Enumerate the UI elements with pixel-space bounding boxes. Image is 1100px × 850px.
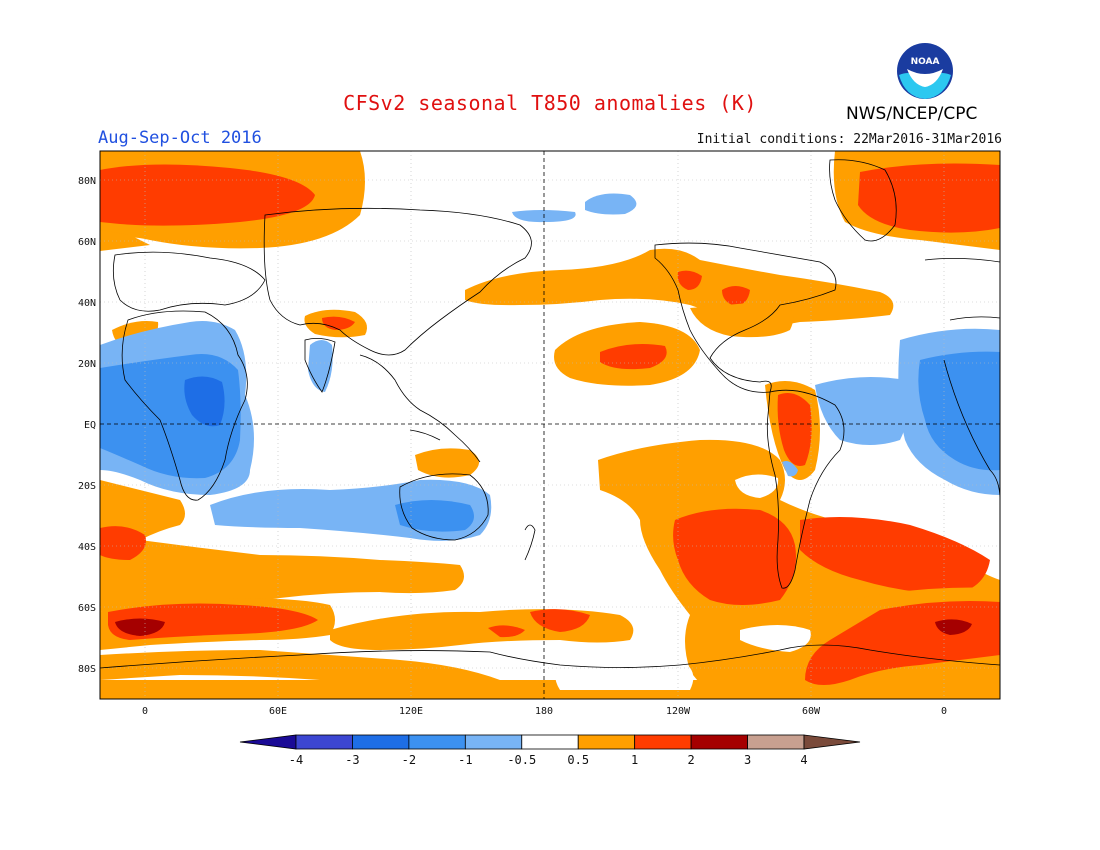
logo-bird xyxy=(907,69,943,87)
white-gap xyxy=(735,474,779,498)
white-gap xyxy=(740,625,811,652)
cool-region xyxy=(815,376,909,445)
initial-conditions: Initial conditions: 22Mar2016-31Mar2016 xyxy=(696,132,1002,147)
cool-region xyxy=(585,193,637,215)
white-gap xyxy=(555,654,694,690)
strong-warm-region xyxy=(673,508,796,605)
strong-warm-region xyxy=(322,316,355,330)
grid-lines xyxy=(100,151,1000,699)
colorbar-segment xyxy=(803,734,861,750)
coast-greenland xyxy=(829,159,897,242)
lat-label: EQ xyxy=(84,420,96,431)
warm-region xyxy=(100,230,150,251)
lat-label: 20S xyxy=(78,481,96,492)
forecast-period: Aug-Sep-Oct 2016 xyxy=(98,128,262,148)
cool-medium-region xyxy=(395,500,474,532)
lon-label: 60E xyxy=(269,706,287,717)
coast-europe xyxy=(112,251,1000,312)
latitude-axis: 80N 60N 40N 20N EQ 20S 40S 60S 80S xyxy=(78,176,96,675)
colorbar-segment xyxy=(408,734,466,750)
coast-africa xyxy=(121,310,248,501)
coast-asia xyxy=(263,207,532,356)
strong-warm-region xyxy=(722,286,750,306)
lon-label: 60W xyxy=(802,706,821,717)
strong-warm-region xyxy=(677,270,702,290)
lon-label: 0 xyxy=(941,706,947,717)
coast-southeast-asia xyxy=(359,354,481,463)
logo-text: NOAA xyxy=(911,57,940,67)
lat-label: 40S xyxy=(78,542,96,553)
colorbar-label: -1 xyxy=(458,753,472,767)
lon-label: 120E xyxy=(399,706,423,717)
cool-strong-region xyxy=(184,376,225,427)
strong-warm-region xyxy=(100,164,315,226)
lat-label: 60S xyxy=(78,603,96,614)
colorbar-label: -4 xyxy=(289,753,303,767)
coast-antarctica xyxy=(100,644,1000,669)
colorbar-label: 4 xyxy=(800,753,807,767)
coast-north-america xyxy=(654,242,837,393)
coast-australia xyxy=(399,473,489,541)
warm-region xyxy=(100,480,464,612)
lat-label: 40N xyxy=(78,298,96,309)
strong-warm-region xyxy=(108,603,318,640)
map-title: CFSv2 seasonal T850 anomalies (K) xyxy=(343,91,757,115)
lon-label: 180 xyxy=(535,706,553,717)
longitude-axis: 0 60E 120E 180 120W 60W 0 xyxy=(142,706,947,717)
map-frame xyxy=(99,150,1001,700)
coastlines xyxy=(100,159,1000,669)
reference-lines xyxy=(100,151,1000,699)
colorbar-label: 3 xyxy=(744,753,751,767)
lat-label: 20N xyxy=(78,359,96,370)
lon-label: 120W xyxy=(666,706,691,717)
colorbar-segment xyxy=(577,734,636,750)
coast-india xyxy=(304,338,336,393)
cool-region xyxy=(782,461,798,477)
colorbar-label: 0.5 xyxy=(567,753,589,767)
lon-label: 0 xyxy=(142,706,148,717)
colorbar: -4 -3 -2 -1 -0.5 0.5 1 2 3 4 xyxy=(239,734,861,767)
colorbar-segment xyxy=(634,734,692,750)
strong-warm-region xyxy=(530,609,590,632)
lat-label: 80N xyxy=(78,176,96,187)
warm-region xyxy=(100,680,1000,699)
coast-new-zealand xyxy=(524,524,536,561)
cool-medium-region xyxy=(918,351,1000,471)
colorbar-segment xyxy=(295,734,353,750)
colorbar-label: 2 xyxy=(687,753,694,767)
colorbar-label: -3 xyxy=(345,753,359,767)
colorbar-segment xyxy=(464,734,523,750)
colorbar-label: -2 xyxy=(402,753,416,767)
noaa-logo: NOAA xyxy=(897,43,953,99)
strong-warm-region xyxy=(488,625,525,638)
colorbar-segment xyxy=(747,734,805,750)
strong-warm-region xyxy=(858,163,1000,233)
strong-warm-region xyxy=(777,392,812,466)
colorbar-segment xyxy=(521,734,579,750)
lat-label: 60N xyxy=(78,237,96,248)
warm-region xyxy=(415,448,479,478)
coast-africa-east xyxy=(943,316,1000,501)
anomaly-fields xyxy=(100,151,1000,699)
agency-label: NWS/NCEP/CPC xyxy=(846,104,978,124)
colorbar-segment xyxy=(352,734,410,750)
strong-warm-region xyxy=(800,516,990,595)
coast-south-america xyxy=(766,389,845,589)
extreme-warm-region xyxy=(115,618,165,636)
strong-warm-region xyxy=(100,526,146,560)
lat-label: 80S xyxy=(78,664,96,675)
colorbar-segment xyxy=(690,734,748,750)
warm-region xyxy=(690,300,794,338)
colorbar-segment xyxy=(239,734,297,750)
colorbar-label: 1 xyxy=(631,753,638,767)
colorbar-label: -0.5 xyxy=(507,753,536,767)
